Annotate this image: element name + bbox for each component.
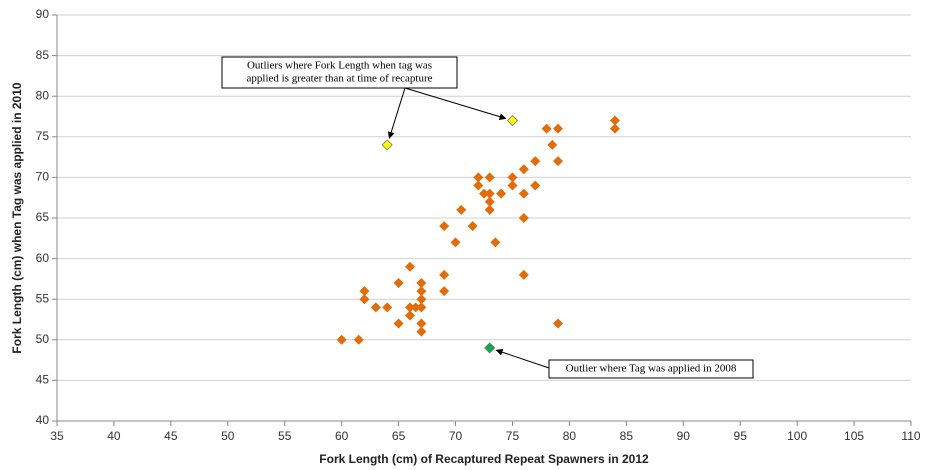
point <box>473 180 484 191</box>
point <box>473 172 484 183</box>
point <box>439 221 450 232</box>
annotation-arrow <box>495 348 550 369</box>
point <box>416 294 427 305</box>
point <box>547 139 558 150</box>
annotation-text: Outliers where Fork Length when tag was <box>247 60 432 72</box>
annotation-box <box>221 56 458 89</box>
point <box>507 172 518 183</box>
point <box>404 261 415 272</box>
point <box>393 318 404 329</box>
point <box>518 269 529 280</box>
x-tick-label: 35 <box>50 429 64 443</box>
y-tick-label: 45 <box>36 373 50 387</box>
point <box>404 302 415 313</box>
point <box>609 115 620 126</box>
point <box>410 302 421 313</box>
point <box>541 123 552 134</box>
y-tick-label: 70 <box>36 170 50 184</box>
point <box>484 188 495 199</box>
point <box>507 180 518 191</box>
point <box>439 286 450 297</box>
y-tick-label: 50 <box>36 332 50 346</box>
point <box>484 196 495 207</box>
y-tick-label: 80 <box>36 88 50 102</box>
point <box>530 156 541 167</box>
y-tick-label: 90 <box>36 7 50 21</box>
point <box>439 269 450 280</box>
point <box>609 123 620 134</box>
point <box>381 139 393 151</box>
annotation-arrow <box>387 87 406 139</box>
point <box>370 302 381 313</box>
x-tick-label: 60 <box>335 429 349 443</box>
point <box>416 277 427 288</box>
point <box>506 114 519 127</box>
point <box>484 342 496 354</box>
point <box>404 310 415 321</box>
point <box>553 318 564 329</box>
annotation-box <box>548 359 754 379</box>
y-tick-label: 75 <box>36 129 50 143</box>
point <box>553 156 564 167</box>
point <box>416 318 427 329</box>
point <box>479 188 489 199</box>
point <box>416 286 427 297</box>
x-tick-label: 95 <box>734 429 748 443</box>
x-tick-label: 45 <box>164 429 178 443</box>
x-tick-label: 40 <box>107 429 121 443</box>
point <box>336 334 347 345</box>
point <box>359 286 370 297</box>
point <box>382 302 393 313</box>
point <box>416 302 427 313</box>
x-tick-label: 85 <box>620 429 634 443</box>
point <box>518 188 529 199</box>
x-tick-label: 55 <box>278 429 292 443</box>
x-tick-label: 65 <box>392 429 406 443</box>
y-tick-label: 85 <box>36 48 50 62</box>
point <box>484 204 495 215</box>
annotation-text: Outlier where Tag was applied in 2008 <box>566 363 737 375</box>
point <box>518 164 529 175</box>
point <box>553 123 564 134</box>
point <box>490 237 501 248</box>
x-tick-label: 105 <box>844 429 864 443</box>
annotation-arrow <box>404 87 507 121</box>
point <box>416 326 427 337</box>
point <box>353 334 364 345</box>
point <box>484 172 495 183</box>
x-tick-label: 80 <box>563 429 577 443</box>
point <box>496 188 507 199</box>
point <box>456 204 467 215</box>
y-tick-label: 65 <box>36 210 50 224</box>
point <box>518 213 529 223</box>
point <box>450 237 461 248</box>
x-tick-label: 100 <box>787 429 807 443</box>
point <box>467 221 478 232</box>
point <box>530 180 541 191</box>
y-tick-label: 55 <box>36 291 50 305</box>
x-tick-label: 70 <box>449 429 463 443</box>
y-tick-label: 60 <box>36 251 50 265</box>
x-tick-label: 110 <box>901 429 920 443</box>
x-tick-label: 75 <box>506 429 520 443</box>
y-axis-title: Fork Length (cm) when Tag was applied in… <box>10 82 24 353</box>
point <box>359 294 370 305</box>
x-axis-title: Fork Length (cm) of Recaptured Repeat Sp… <box>319 452 649 466</box>
annotation-text: applied is greater than at time of recap… <box>247 73 433 85</box>
x-tick-label: 50 <box>221 429 235 443</box>
point <box>393 277 404 288</box>
y-tick-label: 40 <box>36 413 50 427</box>
x-tick-label: 90 <box>677 429 691 443</box>
